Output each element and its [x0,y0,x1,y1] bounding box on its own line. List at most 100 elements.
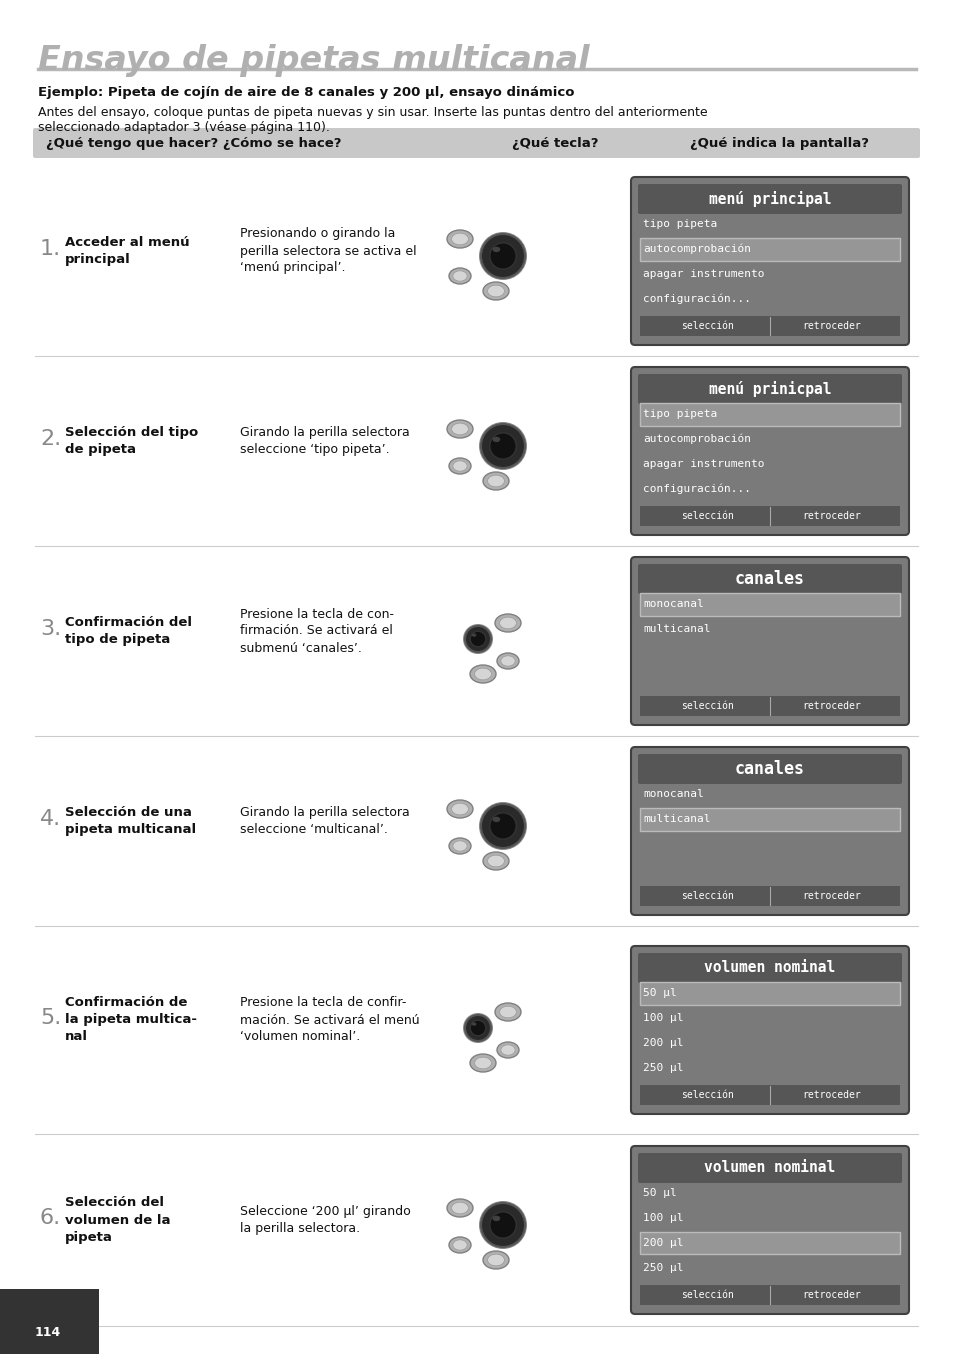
Circle shape [480,1202,524,1247]
Text: seleccionado adaptador 3 (véase página 110).: seleccionado adaptador 3 (véase página 1… [38,121,330,134]
Text: tipo pipeta: tipo pipeta [642,219,717,229]
Text: monocanal: monocanal [642,600,703,609]
Ellipse shape [499,1006,516,1018]
Text: Selección del
volumen de la
pipeta: Selección del volumen de la pipeta [65,1197,171,1243]
FancyBboxPatch shape [639,593,899,616]
Circle shape [470,1020,485,1036]
Text: volumen nominal: volumen nominal [703,1160,835,1175]
Text: menú principal: menú principal [708,191,830,207]
Ellipse shape [451,233,468,245]
Text: selección: selección [680,510,734,521]
Ellipse shape [482,852,509,871]
Text: 4.: 4. [40,808,61,829]
Text: Presione la tecla de confir-
mación. Se activará el menú
‘volumen nominal’.: Presione la tecla de confir- mación. Se … [240,997,419,1044]
Text: ¿Qué indica la pantalla?: ¿Qué indica la pantalla? [690,137,868,149]
Ellipse shape [492,436,499,443]
Ellipse shape [472,634,476,636]
FancyBboxPatch shape [639,808,899,830]
Ellipse shape [451,803,468,815]
Ellipse shape [495,613,520,632]
Ellipse shape [487,1254,504,1266]
FancyBboxPatch shape [638,565,901,594]
Text: configuración...: configuración... [642,294,750,303]
Text: selección: selección [680,321,734,330]
FancyBboxPatch shape [639,982,899,1005]
Circle shape [464,626,491,653]
Circle shape [462,624,493,654]
FancyBboxPatch shape [638,1154,901,1183]
Text: Confirmación del
tipo de pipeta: Confirmación del tipo de pipeta [65,616,192,646]
Ellipse shape [499,617,516,628]
Text: multicanal: multicanal [642,814,710,825]
FancyBboxPatch shape [33,129,919,158]
Circle shape [480,234,524,278]
Ellipse shape [482,282,509,301]
Ellipse shape [474,1057,491,1068]
FancyBboxPatch shape [638,374,901,403]
Ellipse shape [487,856,504,867]
FancyBboxPatch shape [630,556,908,724]
Ellipse shape [500,655,515,666]
Text: 3.: 3. [40,619,61,639]
Text: Ejemplo: Pipeta de cojín de aire de 8 canales y 200 µl, ensayo dinámico: Ejemplo: Pipeta de cojín de aire de 8 ca… [38,87,574,99]
Ellipse shape [482,473,509,490]
Text: retroceder: retroceder [801,1090,861,1099]
Ellipse shape [447,230,473,248]
Text: apagar instrumento: apagar instrumento [642,269,763,279]
Text: configuración...: configuración... [642,483,750,494]
Text: selección: selección [680,1290,734,1300]
Ellipse shape [472,1022,476,1026]
Text: menú prinicpal: menú prinicpal [708,380,830,397]
Text: retroceder: retroceder [801,701,861,711]
Ellipse shape [449,838,471,854]
Text: selección: selección [680,1090,734,1099]
Circle shape [480,804,524,848]
Ellipse shape [492,246,499,252]
Text: 50 µl: 50 µl [642,1189,676,1198]
Ellipse shape [453,1240,467,1250]
Text: retroceder: retroceder [801,891,861,900]
FancyBboxPatch shape [630,367,908,535]
Circle shape [478,232,526,280]
Text: autocomprobación: autocomprobación [642,244,750,255]
Ellipse shape [447,1200,473,1217]
Ellipse shape [474,668,491,680]
Ellipse shape [487,475,504,487]
Ellipse shape [453,841,467,852]
FancyBboxPatch shape [639,1232,899,1254]
Ellipse shape [492,816,499,822]
FancyBboxPatch shape [639,1285,899,1305]
Text: Ensayo de pipetas multicanal: Ensayo de pipetas multicanal [38,43,589,77]
Ellipse shape [487,286,504,297]
Text: Presione la tecla de con-
firmación. Se activará el
submenú ‘canales’.: Presione la tecla de con- firmación. Se … [240,608,394,654]
Text: 114: 114 [35,1326,61,1339]
Text: apagar instrumento: apagar instrumento [642,459,763,468]
Circle shape [464,1016,491,1041]
Ellipse shape [470,665,496,682]
FancyBboxPatch shape [639,696,899,716]
FancyBboxPatch shape [639,886,899,906]
Text: 100 µl: 100 µl [642,1013,682,1024]
Ellipse shape [449,458,471,474]
FancyBboxPatch shape [630,1145,908,1313]
Circle shape [470,631,485,647]
Text: 250 µl: 250 µl [642,1063,682,1072]
Text: 100 µl: 100 µl [642,1213,682,1223]
Text: ¿Qué tecla?: ¿Qué tecla? [511,137,598,149]
FancyBboxPatch shape [639,506,899,525]
Ellipse shape [451,1202,468,1213]
Text: canales: canales [734,760,804,779]
Text: ¿Qué tengo que hacer? ¿Cómo se hace?: ¿Qué tengo que hacer? ¿Cómo se hace? [46,137,341,149]
Circle shape [480,424,524,468]
Circle shape [478,422,526,470]
FancyBboxPatch shape [639,1085,899,1105]
Text: Selección de una
pipeta multicanal: Selección de una pipeta multicanal [65,806,196,835]
Text: 5.: 5. [40,1007,61,1028]
Text: retroceder: retroceder [801,1290,861,1300]
FancyBboxPatch shape [630,177,908,345]
Text: volumen nominal: volumen nominal [703,960,835,975]
Text: Girando la perilla selectora
seleccione ‘tipo pipeta’.: Girando la perilla selectora seleccione … [240,427,410,456]
Ellipse shape [449,1238,471,1252]
Text: multicanal: multicanal [642,624,710,634]
Ellipse shape [492,1216,499,1221]
